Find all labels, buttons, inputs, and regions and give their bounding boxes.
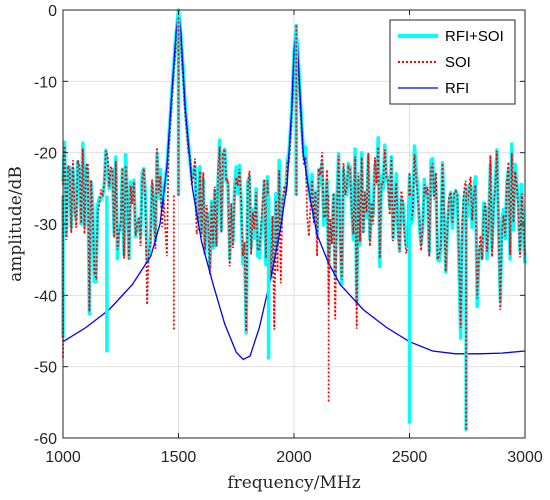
y-tick-label: 0 [48, 3, 57, 20]
x-tick-label: 1000 [45, 449, 81, 466]
y-tick-label: -20 [34, 146, 57, 163]
y-tick-label: -10 [34, 74, 57, 91]
x-tick-label: 1500 [161, 449, 197, 466]
y-tick-label: -40 [34, 288, 57, 305]
ticks: 1000 1500 2000 2500 3000 0 -10 -20 -30 -40 -50 -60 [34, 3, 543, 466]
legend-label-rfi-soi: RFI+SOI [445, 28, 504, 45]
legend-label-soi: SOI [445, 54, 471, 71]
x-tick-label: 3000 [507, 449, 543, 466]
series-line-rfi [62, 9, 526, 361]
x-tick-label: 2500 [392, 449, 428, 466]
y-tick-label: -60 [34, 431, 57, 448]
x-axis-label: frequency/MHz [227, 473, 360, 493]
y-tick-label: -30 [34, 217, 57, 234]
legend-label-rfi: RFI [445, 80, 469, 97]
y-tick-label: -50 [34, 360, 57, 377]
legend: RFI+SOI SOI RFI [389, 19, 516, 105]
x-tick-label: 2000 [276, 449, 312, 466]
y-axis-label: amplitude/dB [6, 166, 26, 282]
